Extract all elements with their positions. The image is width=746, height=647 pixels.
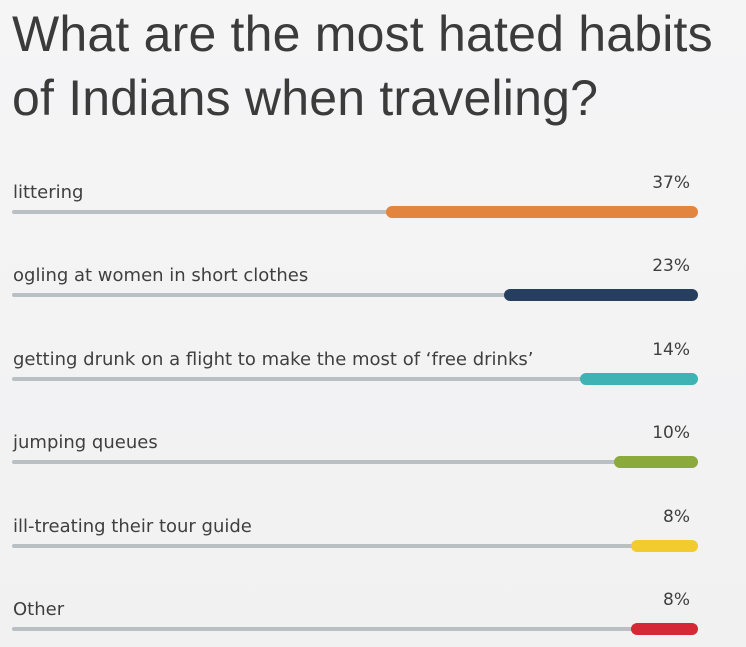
bar-fill <box>631 539 698 552</box>
bar-row: littering 37% <box>12 170 698 218</box>
category-label: Other <box>13 599 65 620</box>
bar-fill <box>631 623 698 635</box>
bar-track <box>12 539 698 552</box>
bar-fill <box>580 372 698 385</box>
bar-track <box>12 289 698 302</box>
bar-row: ill-treating their tour guide 8% <box>12 504 698 552</box>
category-label: ogling at women in short clothes <box>13 265 309 287</box>
bar-row: jumping queues 10% <box>12 420 698 469</box>
bar-track <box>12 456 698 469</box>
bar-track <box>12 206 698 218</box>
bar-fill <box>504 289 698 302</box>
value-label: 8% <box>663 590 690 610</box>
value-label: 23% <box>652 256 690 277</box>
category-label: littering <box>13 182 84 203</box>
bar-row: getting drunk on a flight to make the mo… <box>12 337 698 385</box>
bar-row: Other 8% <box>12 587 698 635</box>
bar-fill <box>386 206 698 218</box>
bar-row: ogling at women in short clothes 23% <box>12 253 698 302</box>
bar-fill <box>614 456 698 469</box>
category-label: ill-treating their tour guide <box>13 515 252 537</box>
value-label: 37% <box>652 173 690 193</box>
value-label: 14% <box>652 339 690 360</box>
value-label: 8% <box>663 506 690 527</box>
category-label: jumping queues <box>13 432 158 454</box>
value-label: 10% <box>652 423 690 444</box>
bar-track <box>12 623 698 635</box>
bar-track <box>12 372 698 385</box>
category-label: getting drunk on a flight to make the mo… <box>13 348 534 370</box>
chart-title: What are the most hated habits of Indian… <box>12 6 713 126</box>
